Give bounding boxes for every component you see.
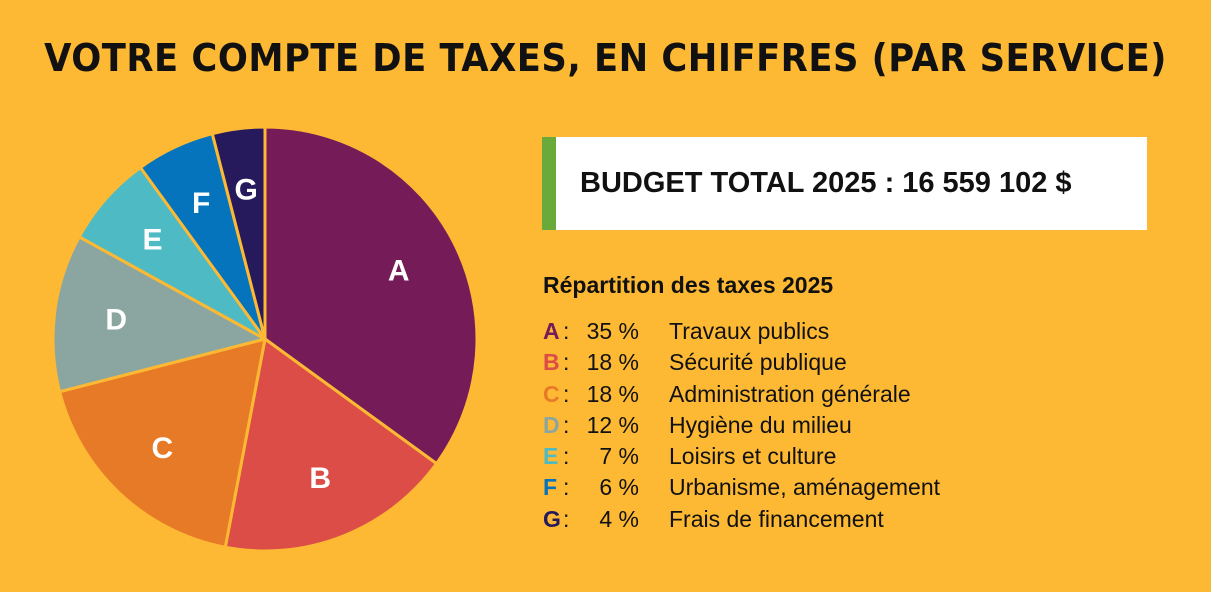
legend-letter: C (543, 380, 560, 407)
legend-item-e: E: 7 % Loisirs et culture (543, 443, 940, 474)
legend-item-f: F: 6 % Urbanisme, aménagement (543, 474, 940, 505)
legend-item-c: C:18 % Administration générale (543, 381, 940, 412)
pie-label-f: F (192, 187, 210, 220)
legend-item-d: D:12 % Hygiène du milieu (543, 412, 940, 443)
pie-slice-c (58, 337, 267, 549)
legend-colon: : (563, 318, 570, 344)
legend-percent: 12 % (586, 411, 639, 438)
pie-label-a: A (388, 254, 410, 287)
legend-percent: 6 % (599, 474, 639, 501)
pie-label-c: C (151, 432, 173, 465)
legend-letter: F (543, 474, 558, 501)
legend-percent: 18 % (586, 380, 639, 407)
budget-total-box: BUDGET TOTAL 2025 : 16 559 102 $ (542, 137, 1147, 230)
pie-chart: A B C D EF G (51, 125, 479, 553)
legend-title: Répartition des taxes 2025 (543, 272, 834, 298)
pie-slice-a (263, 125, 479, 466)
pie-slice-b (223, 337, 439, 553)
budget-value: 16 559 102 $ (902, 167, 1072, 199)
pie-label-d: D (105, 304, 127, 337)
page-title: VOTRE COMPTE DE TAXES, EN CHIFFRES (PAR … (44, 36, 1167, 80)
legend-colon: : (563, 380, 570, 407)
legend-colon: : (563, 474, 570, 501)
legend-label: Travaux publics (669, 318, 830, 344)
legend-colon: : (563, 505, 570, 532)
legend-label: Loisirs et culture (669, 443, 837, 470)
legend-label: Administration générale (669, 380, 911, 407)
legend-letter: A (543, 318, 560, 344)
pie-slice-g (210, 125, 267, 341)
legend-colon: : (563, 411, 570, 438)
legend-letter: G (543, 505, 561, 532)
pie-slice-d (51, 235, 267, 394)
legend-label: Hygiène du milieu (669, 411, 852, 438)
legend-letter: D (543, 411, 560, 438)
legend-colon: : (563, 349, 570, 376)
legend-letter: E (543, 443, 559, 470)
legend-letter: B (543, 349, 560, 376)
pie-label-e: E (142, 223, 162, 256)
legend-percent: 18 % (586, 349, 639, 376)
legend-percent: 7 % (599, 443, 639, 470)
legend-item-a: A:35 % Travaux publics (543, 318, 940, 349)
legend-percent: 4 % (599, 505, 639, 532)
pie-label-b: B (309, 462, 331, 495)
legend-item-g: G: 4 % Frais de financement (543, 506, 940, 537)
legend-label: Frais de financement (669, 505, 884, 532)
pie-label-g: G (235, 174, 258, 207)
legend-colon: : (563, 443, 570, 470)
legend: A:35 % Travaux publics B:18 % Sécurité publ… (543, 318, 940, 537)
legend-item-b: B:18 % Sécurité publique (543, 349, 940, 380)
legend-label: Urbanisme, aménagement (669, 474, 941, 501)
budget-label: BUDGET TOTAL 2025 : (580, 167, 895, 199)
legend-label: Sécurité publique (669, 349, 847, 376)
legend-percent: 35 % (586, 318, 639, 344)
